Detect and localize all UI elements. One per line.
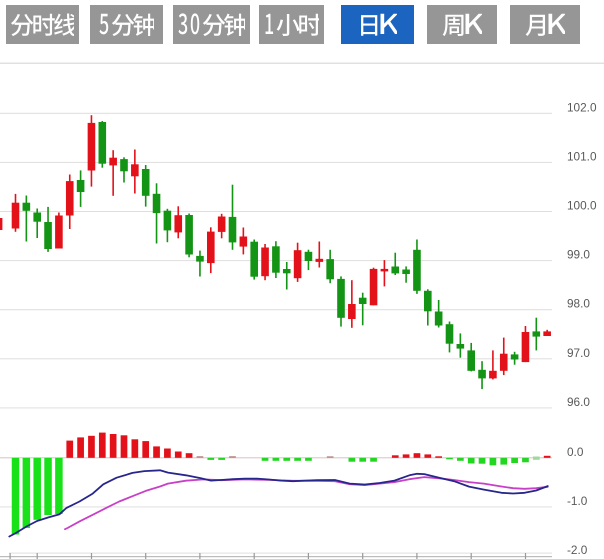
svg-text:98.0: 98.0 [567, 297, 590, 311]
svg-text:100.0: 100.0 [567, 199, 597, 213]
svg-text:101.0: 101.0 [567, 149, 597, 163]
svg-text:-2.0: -2.0 [567, 543, 588, 557]
svg-text:-1.0: -1.0 [567, 494, 588, 508]
svg-text:102.0: 102.0 [567, 100, 597, 114]
svg-text:96.0: 96.0 [567, 395, 590, 409]
svg-text:0.0: 0.0 [567, 445, 584, 459]
svg-text:99.0: 99.0 [567, 248, 590, 262]
svg-text:97.0: 97.0 [567, 346, 590, 360]
